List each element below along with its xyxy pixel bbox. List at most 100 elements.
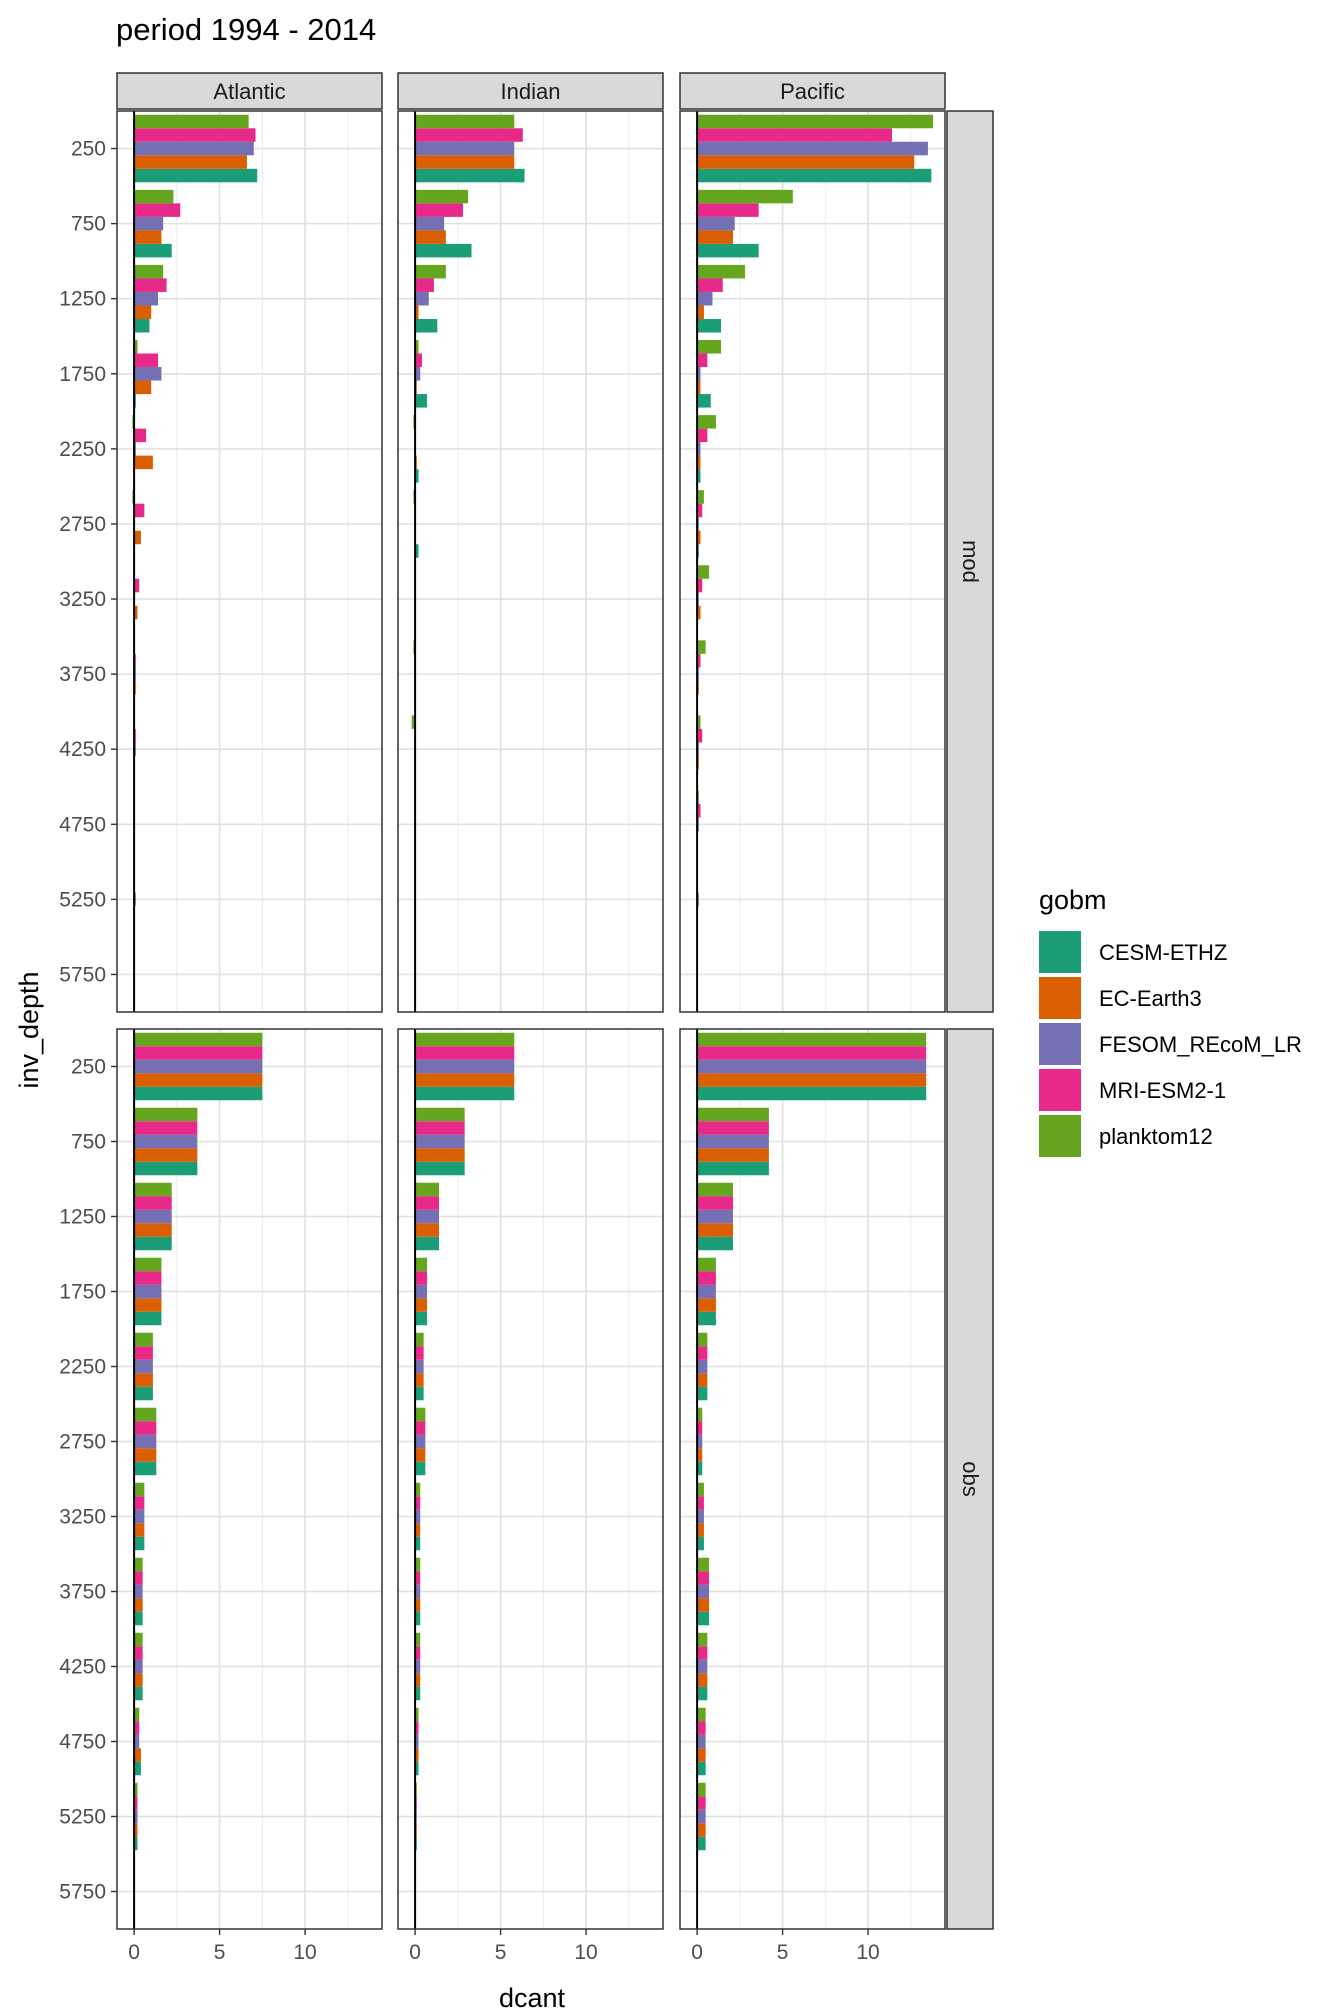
chart-title: period 1994 - 2014 [116, 12, 376, 47]
bar [134, 305, 152, 319]
bar [415, 469, 419, 483]
bar [134, 203, 181, 217]
bar [134, 428, 147, 443]
bar [697, 1598, 710, 1612]
bar [697, 469, 701, 483]
panel-border [679, 110, 946, 1013]
bar [415, 1646, 421, 1660]
facet-strip-label: mod [958, 540, 983, 583]
bar [697, 605, 701, 620]
facet-strip-label: obs [958, 1461, 983, 1496]
panel-border [397, 110, 664, 1013]
y-tick-label: 4250 [59, 738, 106, 761]
legend-key [1039, 977, 1081, 1019]
bar [697, 1557, 710, 1572]
bar [415, 1598, 421, 1612]
bar [697, 367, 701, 381]
bar [134, 114, 249, 129]
bar [134, 1236, 172, 1251]
bar [697, 230, 733, 244]
bar [415, 1298, 428, 1312]
bar [697, 141, 928, 156]
bar [415, 353, 422, 368]
bar [415, 168, 525, 183]
bar [134, 1346, 153, 1360]
facet-panels: Atlantic Indian Pacific mod obs 250 750 1250 175… [59, 72, 994, 1964]
bar [697, 1646, 708, 1660]
facet-strip-atlantic [116, 72, 383, 110]
bar [134, 1836, 138, 1851]
bar [134, 367, 162, 381]
bar [697, 415, 716, 429]
panel-pacific-obs: 0 5 10 [679, 1028, 946, 1964]
bar [134, 1311, 162, 1326]
bar [697, 216, 735, 231]
bar [415, 1332, 424, 1347]
y-axis-title: inv_depth [14, 971, 44, 1088]
bar [415, 340, 419, 354]
facet-strip-mod [946, 110, 994, 1013]
bar [697, 168, 932, 183]
bar [697, 530, 701, 545]
bar [415, 1386, 424, 1401]
bar [415, 1346, 424, 1360]
bar [697, 114, 934, 129]
bar [134, 1748, 141, 1762]
legend-key [1039, 1115, 1081, 1157]
bar [134, 1386, 153, 1401]
bar [134, 1161, 198, 1176]
bar [415, 1196, 440, 1210]
bar [697, 1482, 704, 1497]
bar [415, 1271, 428, 1285]
bar [697, 1271, 716, 1285]
bar [415, 1761, 419, 1776]
bar [415, 1359, 424, 1374]
bar [415, 1134, 465, 1149]
bar [415, 243, 472, 258]
bar [134, 1734, 140, 1749]
bar [697, 305, 704, 319]
bar [697, 394, 711, 408]
y-tick-label: 1250 [59, 1206, 106, 1229]
y-tick-label: 1250 [59, 288, 106, 311]
legend-label: MRI-ESM2-1 [1099, 1078, 1226, 1103]
bar [134, 1496, 145, 1510]
panel-border [679, 1028, 946, 1930]
bar [134, 1659, 143, 1674]
bar [697, 1196, 733, 1210]
bar [697, 1284, 716, 1299]
bar [697, 1332, 708, 1347]
bar [697, 1796, 706, 1810]
bar [697, 715, 701, 729]
bar [134, 1523, 145, 1537]
bar [415, 128, 523, 142]
y-tick-label: 250 [71, 138, 106, 161]
bar [134, 1073, 263, 1087]
bar [415, 1707, 419, 1722]
bar [697, 1748, 706, 1762]
x-tick-label: 5 [495, 1941, 507, 1964]
x-tick-label: 10 [856, 1941, 879, 1964]
bar [415, 1121, 465, 1135]
bar [134, 1796, 138, 1810]
bar [697, 1673, 708, 1687]
bar [415, 1611, 421, 1626]
bar [134, 353, 159, 368]
bar [415, 1223, 440, 1237]
bar [697, 155, 915, 169]
bar [415, 1734, 419, 1749]
bar [134, 1509, 145, 1524]
bar [415, 1373, 424, 1387]
panel-indian-obs: 0 5 10 [397, 1028, 664, 1964]
bar [134, 1536, 145, 1551]
y-tick-label: 4750 [59, 813, 106, 836]
bar [697, 1134, 769, 1149]
panel-pacific-mod [679, 110, 946, 1013]
y-tick-label: 2250 [59, 1356, 106, 1379]
bar [415, 1284, 428, 1299]
bar [697, 1298, 716, 1312]
bar [415, 1257, 428, 1272]
bar [134, 1461, 157, 1476]
bar [697, 428, 708, 443]
bar [134, 189, 174, 204]
